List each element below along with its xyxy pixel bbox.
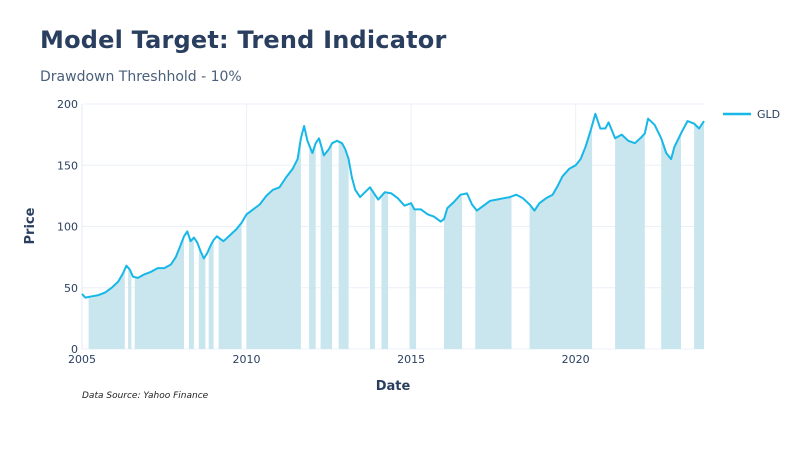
y-tick-label: 200 — [57, 98, 78, 111]
trend-band — [475, 196, 512, 349]
data-source-note: Data Source: Yahoo Finance — [82, 391, 209, 401]
trend-band — [444, 194, 463, 349]
trend-band — [529, 125, 593, 349]
trend-band — [381, 192, 389, 349]
trend-band — [309, 143, 316, 349]
trend-bands — [88, 121, 704, 349]
x-tick-label: 2015 — [397, 353, 425, 366]
x-axis-title: Date — [376, 379, 411, 394]
x-tick-label: 2010 — [233, 353, 261, 366]
chart-subtitle: Drawdown Threshhold - 10% — [40, 69, 242, 85]
trend-band — [218, 222, 242, 349]
trend-band — [198, 246, 206, 349]
series-line-gld — [81, 112, 705, 299]
trend-band — [615, 133, 645, 349]
trend-band — [661, 133, 681, 349]
y-tick-label: 100 — [57, 221, 78, 234]
trend-band — [409, 203, 416, 349]
trend-band — [694, 121, 704, 349]
x-tick-label: 2020 — [562, 353, 590, 366]
trend-band — [88, 269, 125, 349]
trend-band — [246, 138, 301, 349]
trend-band — [370, 187, 375, 349]
y-tick-label: 0 — [71, 343, 78, 356]
trend-band — [208, 240, 214, 349]
y-tick-label: 150 — [57, 159, 78, 172]
y-tick-label: 50 — [64, 282, 78, 295]
trend-band — [338, 141, 349, 349]
series-lines — [81, 112, 705, 299]
x-tick-label: 2005 — [68, 353, 96, 366]
axis-ticks: 0 50 100 150 200 2005 2010 2015 2020 — [57, 98, 590, 366]
trend-band — [189, 236, 194, 349]
trend-band — [128, 267, 132, 349]
legend[interactable]: GLD — [723, 108, 780, 121]
legend-label-gld: GLD — [757, 108, 780, 121]
trend-band — [320, 143, 333, 349]
chart-title: Model Target: Trend Indicator — [40, 26, 447, 54]
y-axis-title: Price — [23, 207, 38, 244]
